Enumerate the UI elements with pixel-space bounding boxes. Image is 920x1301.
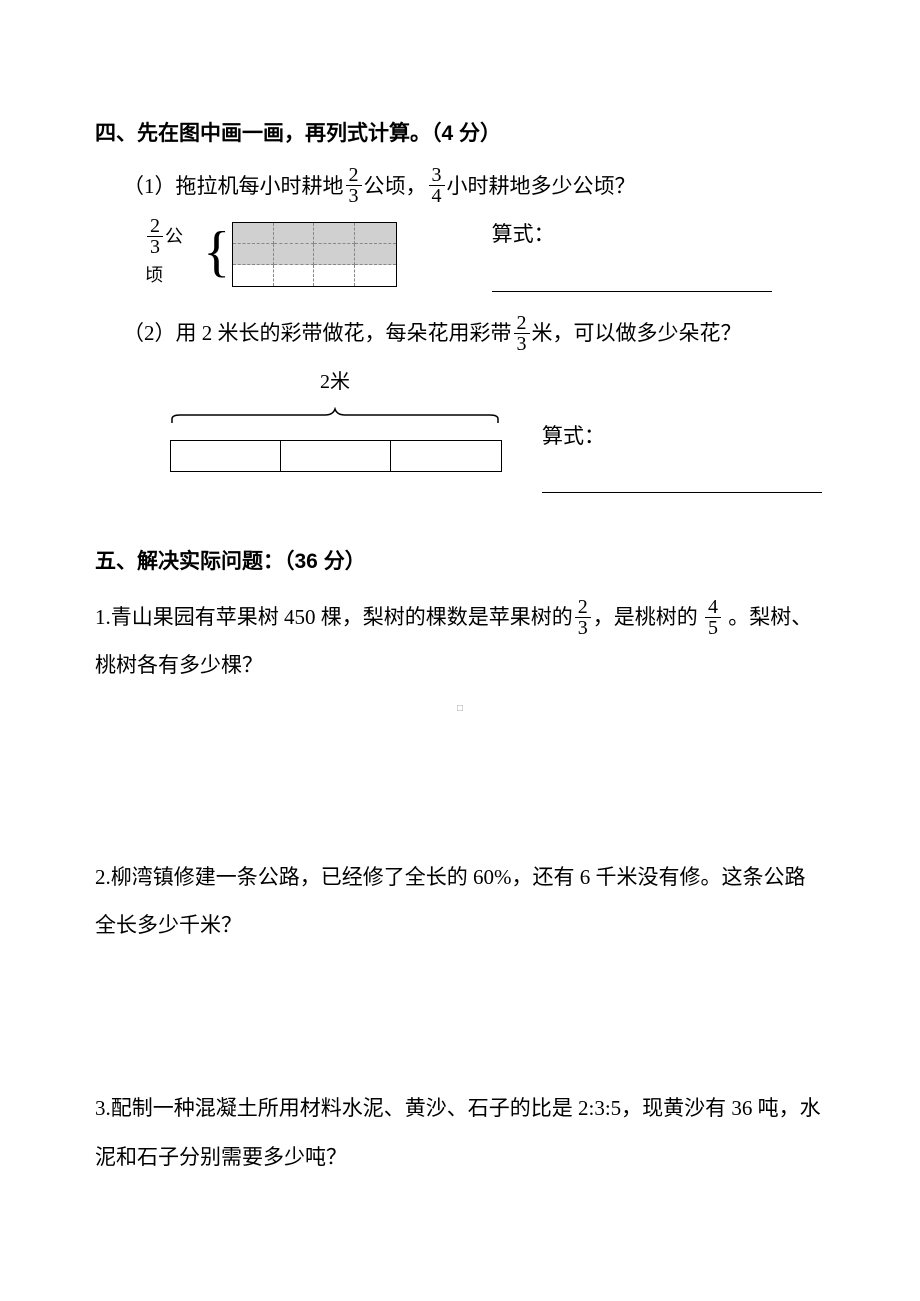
s5-q2: 2.柳湾镇修建一条公路，已经修了全长的 60%，还有 6 千米没有修。这条公路全… [95,853,825,950]
frac-den: 5 [705,618,721,638]
section4-title: 四、先在图中画一画，再列式计算。（4 分） [95,115,825,153]
s4-p1-diagram-row: 23公顷 { 算式： [145,216,825,292]
s4-p1-answer: 算式： [492,216,825,292]
frac-den: 3 [575,618,591,638]
s5-q1-frac1: 23 [575,597,591,638]
answer-label: 算式： [492,222,555,246]
ribbon-diagram: 2米 算式： [170,364,825,494]
s5-q3-text: 3.配制一种混凝土所用材料水泥、黄沙、石子的比是 2:3:5，现黄沙有 36 吨… [95,1084,825,1181]
ribbon-row: 算式： [170,418,825,494]
brace-svg [170,407,500,425]
s5-q1-p1c: 。梨树、 [723,605,812,629]
frac-num: 4 [705,597,721,618]
s4-p1-frac2: 34 [429,165,445,206]
ribbon-length-label: 2米 [170,364,500,400]
grid-cell [314,223,355,244]
brace-icon: { [203,224,230,280]
ribbon-cell [281,441,391,471]
frac-num: 2 [514,313,530,334]
s4-p1-frac1: 23 [346,165,362,206]
grid-cell [233,244,274,265]
s4-p2-frac: 23 [514,313,530,354]
frac-num: 2 [575,597,591,618]
hectare-diagram: 23公顷 { [145,218,397,291]
s5-q2-text: 2.柳湾镇修建一条公路，已经修了全长的 60%，还有 6 千米没有修。这条公路全… [95,853,825,950]
grid-cell [314,244,355,265]
grid-cell [355,244,396,265]
ribbon-cell [391,441,501,471]
s5-q1-frac2: 45 [705,597,721,638]
grid-cell [314,265,355,286]
s4-p1-mid1: 公顷， [364,174,427,198]
grid-cell [233,265,274,286]
grid-cell [233,223,274,244]
s4-p1-text: （1）拖拉机每小时耕地23公顷，34小时耕地多少公顷？ [123,165,825,209]
grid-cell [355,265,396,286]
frac-den: 3 [147,237,163,257]
ribbon-bar [170,440,502,472]
s5-q1: 1.青山果园有苹果树 450 棵，梨树的棵数是苹果树的23，是桃树的 45 。梨… [95,593,825,718]
s4-p1-suffix: 小时耕地多少公顷？ [447,174,636,198]
s5-q3: 3.配制一种混凝土所用材料水泥、黄沙、石子的比是 2:3:5，现黄沙有 36 吨… [95,1084,825,1181]
s4-p2-prefix: （2）用 2 米长的彩带做花，每朵花用彩带 [123,321,512,345]
frac-num: 2 [346,165,362,186]
answer-blank[interactable] [542,492,822,493]
frac-den: 4 [429,186,445,206]
top-brace-icon [170,400,500,418]
s5-q1-text: 1.青山果园有苹果树 450 棵，梨树的棵数是苹果树的23，是桃树的 45 。梨… [95,593,825,641]
frac-num: 3 [429,165,445,186]
s5-q1-p1a: 1.青山果园有苹果树 450 棵，梨树的棵数是苹果树的 [95,605,573,629]
grid-cell [355,223,396,244]
answer-label: 算式： [542,424,605,448]
grid-cell [274,223,315,244]
s5-q1-line2: 桃树各有多少棵？ [95,641,825,689]
ribbon-cell [171,441,281,471]
dot-mark: □ [95,700,825,718]
s4-p1-prefix: （1）拖拉机每小时耕地 [123,174,344,198]
section5: 五、解决实际问题：（36 分） 1.青山果园有苹果树 450 棵，梨树的棵数是苹… [95,543,825,1181]
hectare-label: 23公顷 [145,218,199,291]
s4-p2-suffix: 米，可以做多少朵花？ [532,321,742,345]
s5-q1-p1b: ，是桃树的 [593,605,703,629]
frac-num: 2 [147,216,163,237]
answer-blank[interactable] [492,291,772,292]
s4-p2-answer: 算式： [542,418,825,494]
grid-cell [274,265,315,286]
s4-p2-text: （2）用 2 米长的彩带做花，每朵花用彩带23米，可以做多少朵花？ [123,312,825,356]
hectare-grid [232,222,397,287]
frac-den: 3 [514,334,530,354]
section5-title: 五、解决实际问题：（36 分） [95,543,825,581]
grid-cell [274,244,315,265]
frac-den: 3 [346,186,362,206]
hectare-frac: 23 [147,216,163,257]
